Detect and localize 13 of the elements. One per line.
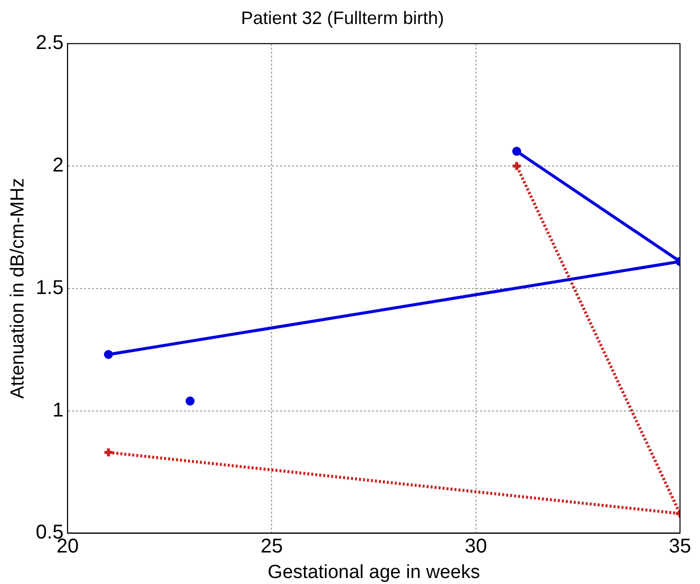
point (104, 350, 113, 359)
chart-title: Patient 32 (Fullterm birth) (240, 8, 444, 28)
x-tick-label: 35 (668, 536, 692, 558)
x-tick-label: 30 (464, 536, 487, 558)
point (186, 396, 195, 406)
y-axis-title: Attenuation in dB/cm-MHz (8, 178, 29, 399)
x-tick-label: 25 (260, 536, 283, 558)
y-tick-label: 2.5 (36, 32, 64, 54)
x-axis-title: Gestational age in weeks (268, 562, 480, 583)
point (102, 446, 114, 458)
y-tick-label: 2 (52, 154, 64, 177)
y-tick-label: 1 (52, 399, 64, 422)
y-tick-label: 1.5 (36, 276, 64, 299)
